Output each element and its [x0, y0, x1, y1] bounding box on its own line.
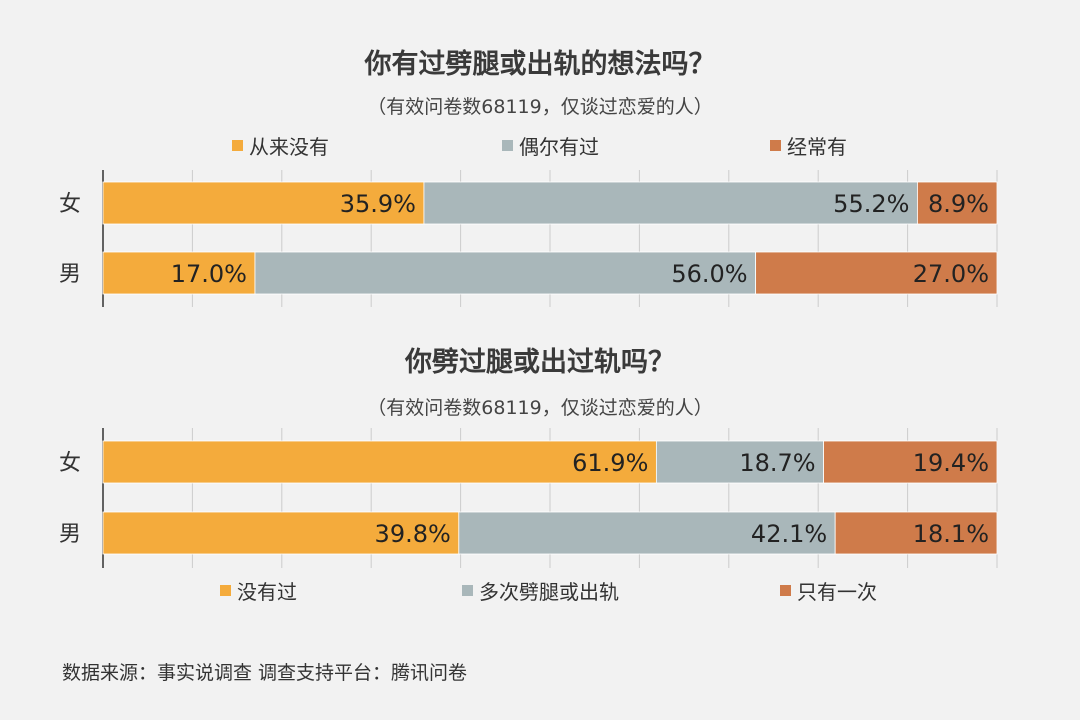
bar-segment	[102, 440, 657, 484]
bar-segment	[755, 251, 998, 295]
bar-segment	[254, 251, 757, 295]
data-label: 55.2%	[833, 190, 909, 218]
chart1-title: 你有过劈腿或出轨的想法吗？	[364, 49, 716, 80]
data-label: 56.0%	[671, 260, 747, 288]
chart1-legend-item-2: 经常有	[770, 131, 847, 160]
legend-swatch	[770, 140, 781, 151]
legend-label: 多次劈腿或出轨	[479, 580, 619, 604]
chart1-legend-item-1: 偶尔有过	[502, 131, 599, 160]
legend-label: 经常有	[787, 135, 847, 159]
data-label: 17.0%	[171, 260, 247, 288]
legend-swatch	[220, 585, 231, 596]
chart1-legend-item-0: 从来没有	[232, 131, 329, 160]
bar-segment	[655, 440, 824, 484]
chart2-legend-item-1: 多次劈腿或出轨	[462, 576, 619, 605]
bar-segment	[102, 511, 460, 555]
chart2-title: 你劈过腿或出过轨吗？	[405, 347, 675, 378]
legend-label: 偶尔有过	[519, 135, 599, 159]
legend-swatch	[780, 585, 791, 596]
chart2-plot: 女 61.9% 18.7% 19.4% 男 39.8% 42.1% 18.1%	[59, 428, 998, 568]
data-label: 18.7%	[739, 449, 815, 477]
data-label: 42.1%	[751, 520, 827, 548]
data-label: 39.8%	[375, 520, 451, 548]
bar-segment	[834, 511, 998, 555]
legend-label: 没有过	[237, 580, 297, 604]
bar-segment	[102, 181, 425, 225]
chart2-subtitle: （有效问卷数68119，仅谈过恋爱的人）	[367, 397, 713, 419]
data-label: 19.4%	[913, 449, 989, 477]
bar-segment	[458, 511, 836, 555]
legend-label: 从来没有	[249, 135, 329, 159]
bar-segment	[102, 251, 256, 295]
data-label: 18.1%	[913, 520, 989, 548]
legend-swatch	[502, 140, 513, 151]
category-label: 男	[59, 262, 81, 287]
data-label: 8.9%	[928, 190, 989, 218]
chart1-subtitle: （有效问卷数68119，仅谈过恋爱的人）	[367, 96, 713, 118]
legend-swatch	[232, 140, 243, 151]
category-label: 女	[59, 192, 81, 217]
data-label: 27.0%	[913, 260, 989, 288]
data-label: 35.9%	[340, 190, 416, 218]
chart2-legend-item-0: 没有过	[220, 576, 297, 605]
category-label: 男	[59, 522, 81, 547]
chart2-legend-item-2: 只有一次	[780, 576, 877, 605]
bar-segment	[423, 181, 918, 225]
chart1-plot: 女 35.9% 55.2% 8.9% 男 17.0% 56.0% 27.0%	[59, 170, 998, 307]
legend-swatch	[462, 585, 473, 596]
bar-segment	[823, 440, 998, 484]
legend-label: 只有一次	[797, 580, 877, 604]
category-label: 女	[59, 451, 81, 476]
bar-segment	[917, 181, 998, 225]
source-note: 数据来源：事实说调查 调查支持平台：腾讯问卷	[62, 662, 468, 684]
data-label: 61.9%	[572, 449, 648, 477]
